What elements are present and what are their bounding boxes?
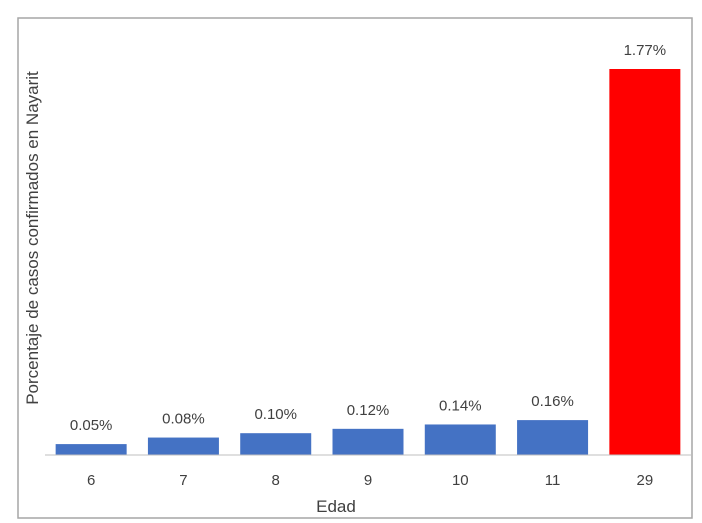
data-label-9: 0.12%	[347, 402, 390, 419]
bar-11	[517, 420, 589, 455]
bar-10	[424, 424, 496, 455]
x-tick-label-10: 10	[452, 472, 469, 489]
data-label-11: 0.16%	[531, 393, 574, 410]
data-label-7: 0.08%	[162, 411, 205, 428]
data-label-29: 1.77%	[624, 42, 667, 59]
data-labels-layer: 0.05% 0.08% 0.10% 0.12% 0.14% 0.16% 1.77%	[70, 42, 666, 434]
x-axis-title: Edad	[316, 497, 356, 516]
x-tick-label-11: 11	[545, 472, 561, 489]
data-label-8: 0.10%	[254, 406, 297, 423]
y-axis-title: Porcentaje de casos confirmados en Nayar…	[23, 71, 42, 405]
bar-29	[609, 69, 681, 455]
x-tick-label-9: 9	[364, 472, 372, 489]
bar-7	[147, 437, 219, 455]
x-tick-labels: 6 7 8 9 10 11 29	[87, 472, 653, 489]
data-label-6: 0.05%	[70, 417, 113, 434]
data-label-10: 0.14%	[439, 397, 482, 414]
x-tick-label-6: 6	[87, 472, 95, 489]
x-tick-label-7: 7	[179, 472, 187, 489]
bar-6	[55, 444, 127, 455]
bars-layer	[55, 69, 681, 455]
x-tick-label-8: 8	[272, 472, 280, 489]
bar-8	[240, 433, 312, 455]
x-tick-label-29: 29	[637, 472, 654, 489]
bar-9	[332, 428, 404, 455]
